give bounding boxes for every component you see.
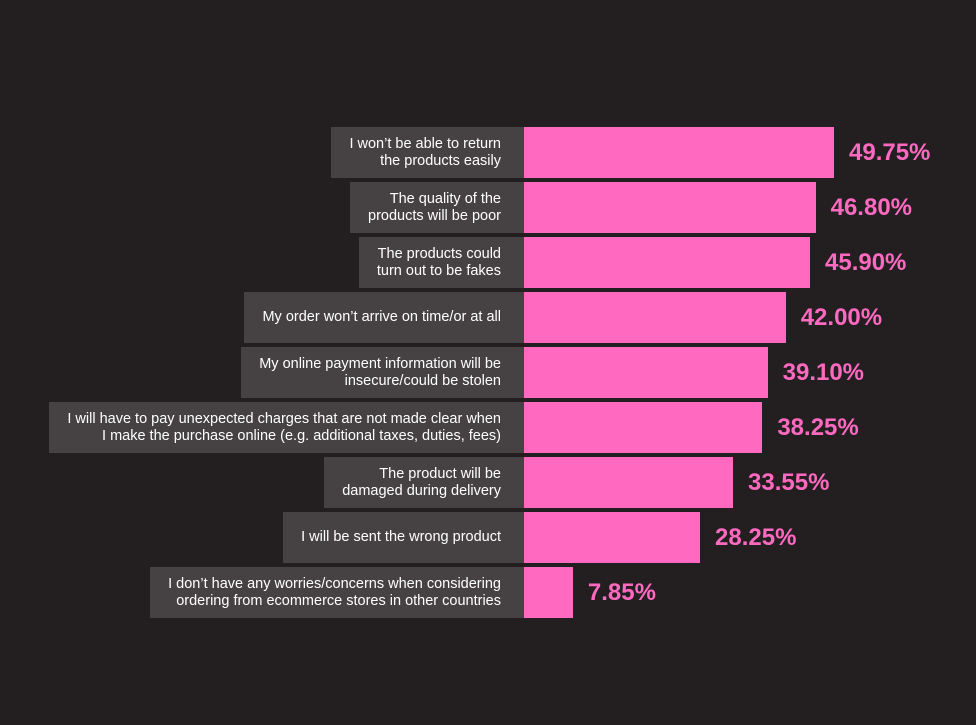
- bar-row: My online payment information will be in…: [0, 347, 976, 398]
- category-label: The product will be damaged during deliv…: [324, 457, 524, 508]
- category-label: I will have to pay unexpected charges th…: [49, 402, 524, 453]
- value-label: 45.90%: [825, 249, 907, 276]
- category-label: I will be sent the wrong product: [283, 512, 524, 563]
- bar-row: I don’t have any worries/concerns when c…: [0, 567, 976, 618]
- bar: [524, 237, 810, 288]
- category-label: My order won’t arrive on time/or at all: [244, 292, 524, 343]
- bar-row: I won’t be able to return the products e…: [0, 127, 976, 178]
- category-label: I won’t be able to return the products e…: [331, 127, 524, 178]
- value-label: 49.75%: [849, 139, 931, 166]
- bar-row: The quality of the products will be poor…: [0, 182, 976, 233]
- bar: [524, 127, 834, 178]
- value-label: 42.00%: [800, 304, 883, 331]
- bar-row: My order won’t arrive on time/or at all 4…: [0, 292, 976, 343]
- bar-row: I will be sent the wrong product 28.25%: [0, 512, 976, 563]
- value-label: 28.25%: [715, 524, 797, 551]
- bar: [524, 512, 701, 563]
- bar-row: The product will be damaged during deliv…: [0, 457, 976, 508]
- bar: [524, 457, 734, 508]
- value-label: 39.10%: [782, 359, 865, 386]
- category-label: I don’t have any worries/concerns when c…: [150, 567, 524, 618]
- bar: [524, 567, 573, 618]
- value-label: 46.80%: [830, 194, 913, 221]
- value-label: 38.25%: [777, 414, 859, 441]
- bar-row: I will have to pay unexpected charges th…: [0, 402, 976, 453]
- value-label: 7.85%: [587, 579, 656, 606]
- category-label: My online payment information will be in…: [241, 347, 524, 398]
- bar: [524, 182, 816, 233]
- bar: [524, 347, 768, 398]
- category-label: The products could turn out to be fakes: [358, 237, 524, 288]
- value-label: 33.55%: [748, 469, 830, 496]
- category-label: The quality of the products will be poor: [350, 182, 524, 233]
- bar: [524, 402, 763, 453]
- bar-row: The products could turn out to be fakes 4…: [0, 237, 976, 288]
- bar: [524, 292, 786, 343]
